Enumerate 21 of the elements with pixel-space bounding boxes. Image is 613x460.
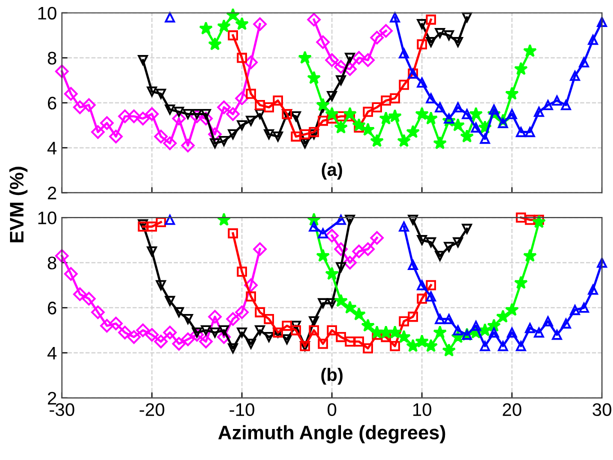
y-tick-label: 4 xyxy=(47,346,57,360)
y-axis-title: EVM (%) xyxy=(9,166,28,242)
annotation: (a) xyxy=(322,162,342,180)
y-tick-label: 6 xyxy=(48,302,56,314)
annotation: (b) xyxy=(321,368,343,385)
y-tick-label: 4 xyxy=(47,142,57,154)
y-tick-label: 8 xyxy=(48,52,56,65)
x-tick-label: 30 xyxy=(592,403,612,416)
x-tick-label: -30 xyxy=(50,403,74,416)
x-tick-label: -10 xyxy=(230,403,254,416)
x-axis-title: Azimuth Angle (degrees) xyxy=(218,425,446,444)
y-tick-label: 10 xyxy=(38,212,56,224)
x-tick-label: -20 xyxy=(140,403,164,416)
y-tick-label: 10 xyxy=(38,6,56,20)
x-tick-label: 0 xyxy=(328,403,336,416)
y-tick-label: 2 xyxy=(48,186,56,200)
y-tick-label: 8 xyxy=(48,256,56,270)
y-tick-label: 6 xyxy=(48,96,56,110)
x-tick-label: 10 xyxy=(413,403,432,416)
y-tick-label: 2 xyxy=(48,392,56,404)
x-tick-label: 20 xyxy=(502,403,522,416)
